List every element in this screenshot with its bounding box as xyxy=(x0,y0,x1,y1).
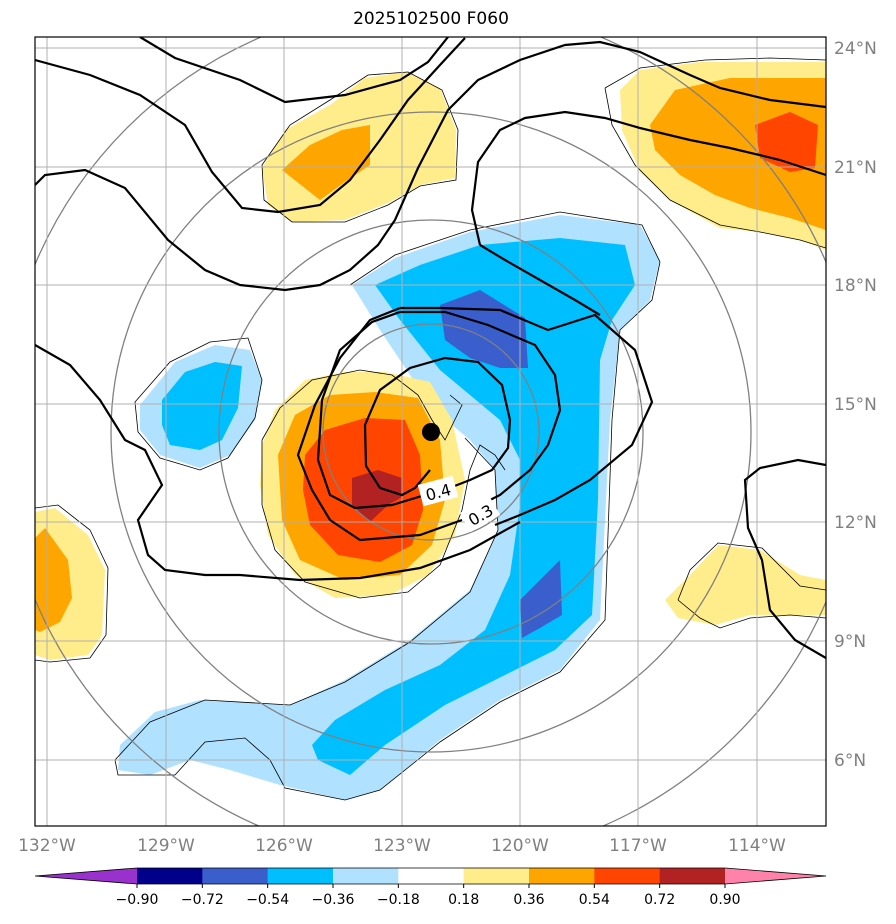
lat-label: 18°N xyxy=(834,276,877,296)
colorbar-segment xyxy=(333,868,399,884)
lon-label: 126°W xyxy=(255,836,313,856)
contour-north-top xyxy=(139,37,449,104)
contour-north-upper xyxy=(35,37,466,214)
lat-label: 24°N xyxy=(834,39,877,59)
lon-label: 132°W xyxy=(18,836,76,856)
colorbar-tick-label: 0.90 xyxy=(709,892,740,908)
pos-darkred-center xyxy=(352,470,402,522)
lon-label: 117°W xyxy=(609,836,667,856)
colorbar-segment xyxy=(398,868,465,884)
map-area: 0.4 0.3 xyxy=(35,37,826,826)
colorbar-tick-label: 0.36 xyxy=(513,892,544,908)
colorbar-tick-label: −0.72 xyxy=(181,892,224,908)
range-ring-3 xyxy=(110,111,752,753)
contour-east-ridge xyxy=(470,110,826,246)
lat-label: 6°N xyxy=(834,751,866,771)
range-ring-1 xyxy=(322,323,540,541)
colorbar-tick-label: 0.54 xyxy=(579,892,610,908)
map-frame xyxy=(34,36,827,827)
pos-orange-west xyxy=(35,528,72,632)
contour-03 xyxy=(296,306,463,542)
lon-label: 114°W xyxy=(728,836,786,856)
contour-lines xyxy=(35,37,826,659)
lat-label: 21°N xyxy=(834,158,877,178)
lat-labels: 24°N 21°N 18°N 15°N 12°N 9°N 6°N xyxy=(834,39,877,771)
colorbar-segment xyxy=(594,868,661,884)
lon-label: 123°W xyxy=(373,836,431,856)
gridlines xyxy=(35,37,826,826)
colorbar-extend-high xyxy=(725,868,826,884)
contour-north-arc xyxy=(35,40,826,292)
lon-label: 120°W xyxy=(491,836,549,856)
contour-loop-east xyxy=(479,244,601,316)
colorbar-segment xyxy=(463,868,530,884)
colorbar-tick-label: −0.18 xyxy=(377,892,420,908)
colorbar-segment xyxy=(202,868,269,884)
colorbar-tick-label: −0.36 xyxy=(312,892,355,908)
colorbar-segment xyxy=(137,868,203,884)
lat-label: 12°N xyxy=(834,513,877,533)
colorbar-tick-label: −0.90 xyxy=(116,892,159,908)
neg-blue-west xyxy=(162,362,242,450)
anomaly-outlines xyxy=(35,57,826,801)
colorbar-extend-low xyxy=(35,868,137,884)
lon-labels: 132°W 129°W 126°W 123°W 120°W 117°W 114°… xyxy=(18,836,786,856)
range-ring-2 xyxy=(218,219,644,645)
range-rings xyxy=(35,37,826,826)
colorbar-tick-label: 0.18 xyxy=(448,892,479,908)
contour-southeast xyxy=(743,458,826,659)
colorbar-segment xyxy=(659,868,726,884)
colorbar: −0.90 −0.72 −0.54 −0.36 −0.18 0.18 0.36 0.54 0.7… xyxy=(34,867,827,908)
colorbar-tick-label: −0.54 xyxy=(246,892,289,908)
contour-03-outer xyxy=(400,306,654,527)
colorbar-tick-label: 0.72 xyxy=(644,892,675,908)
lat-label: 9°N xyxy=(834,632,866,652)
colorbar-segment xyxy=(529,868,595,884)
pos-yellow-southeast xyxy=(665,545,826,625)
colorbar-segment xyxy=(267,868,334,884)
contour-04 xyxy=(316,310,562,510)
storm-center-marker xyxy=(422,423,440,441)
pos-orange-north xyxy=(282,125,370,200)
contour-outer-ring xyxy=(35,344,521,582)
contour-inner xyxy=(363,356,512,497)
lon-label: 129°W xyxy=(137,836,195,856)
plot-title: 2025102500 F060 xyxy=(353,9,509,29)
lat-label: 15°N xyxy=(834,395,877,415)
